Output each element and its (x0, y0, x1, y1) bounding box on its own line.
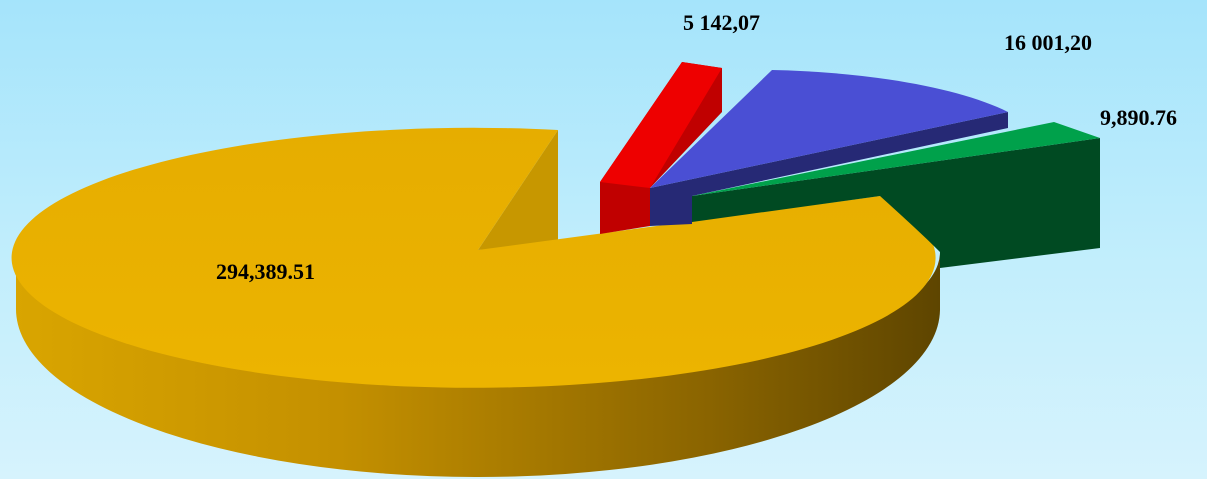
slice-1-label: 294,389.51 (216, 259, 315, 284)
slice-2-top (600, 62, 722, 188)
slice-3 (650, 70, 1008, 226)
slice-4-top (692, 122, 1100, 196)
slice-3-top (650, 70, 1008, 188)
slice-3-label: 16 001,20 (1004, 30, 1092, 55)
slice-4-label: 9,890.76 (1100, 105, 1177, 130)
slice-1-top (11, 127, 936, 388)
slice-1 (11, 127, 940, 478)
slice-2 (600, 62, 722, 234)
slice-1-side (15, 252, 940, 478)
slice-4-side (692, 138, 1100, 268)
slice-3-side (650, 112, 1008, 226)
slice-4 (692, 122, 1100, 268)
slice-2-label: 5 142,07 (683, 10, 760, 35)
